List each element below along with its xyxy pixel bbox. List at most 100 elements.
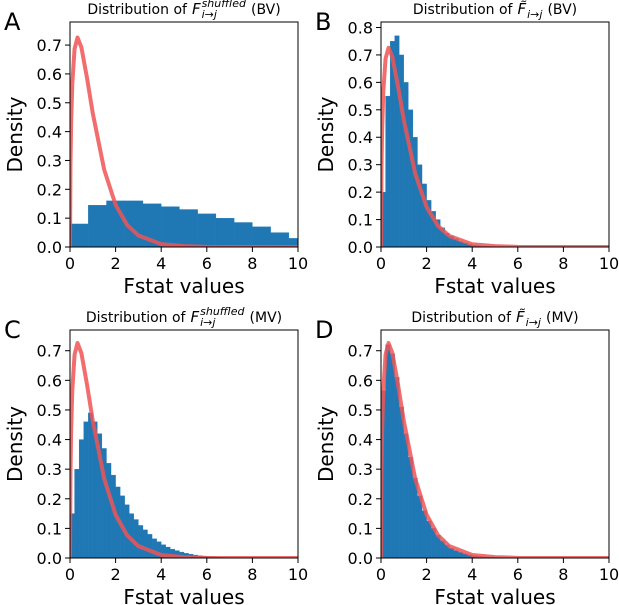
y-tick-label: 0.3 bbox=[348, 460, 373, 479]
y-tick-label: 0.5 bbox=[348, 401, 373, 420]
histogram-bar bbox=[385, 95, 391, 247]
y-tick-label: 0.6 bbox=[37, 371, 62, 390]
y-tick-label: 0.6 bbox=[37, 65, 62, 84]
y-tick-label: 0.2 bbox=[348, 183, 373, 202]
histogram-bar bbox=[88, 205, 107, 247]
panel-label: B bbox=[315, 8, 331, 36]
chart-title: Distribution of F̃ i→j (MV) bbox=[411, 307, 578, 329]
histogram-bar bbox=[234, 222, 253, 247]
plot-area bbox=[381, 341, 609, 558]
histogram-bar bbox=[138, 525, 144, 558]
histogram-bar bbox=[83, 421, 89, 558]
plot-area bbox=[70, 35, 298, 247]
title-text: Distribution of bbox=[413, 2, 514, 18]
title-text: Distribution of bbox=[411, 310, 512, 326]
histogram-bar bbox=[421, 510, 427, 558]
y-tick-label: 0.0 bbox=[37, 238, 62, 257]
panel: 0 2 4 6 8 10 0.0 0.1 0.2 0.3 0.4 0.5 0.6 0.7 Fstat val… bbox=[3, 0, 308, 298]
x-tick-label: 4 bbox=[156, 565, 166, 584]
y-axis-label: Density bbox=[3, 96, 27, 172]
axes-frame bbox=[380, 329, 610, 559]
x-tick-label: 0 bbox=[65, 254, 75, 273]
panel: 0 2 4 6 8 10 0.0 0.1 0.2 0.3 0.4 0.5 0.6 0.7 Fstat val… bbox=[314, 307, 619, 605]
y-tick-label: 0.1 bbox=[348, 211, 373, 230]
y-tick-label: 0.6 bbox=[348, 371, 373, 390]
histogram-bar bbox=[106, 463, 112, 558]
y-axis-label: Density bbox=[314, 406, 338, 482]
histogram-bar bbox=[252, 226, 271, 247]
y-tick-label: 0.2 bbox=[348, 490, 373, 509]
histogram-bar bbox=[179, 209, 198, 247]
x-tick-label: 0 bbox=[65, 565, 75, 584]
x-tick-label: 2 bbox=[422, 254, 432, 273]
y-tick-label: 0.6 bbox=[348, 73, 373, 92]
x-tick-label: 10 bbox=[599, 254, 619, 273]
histogram-bar bbox=[78, 439, 84, 558]
title-superscript: shuffled bbox=[200, 305, 245, 318]
y-tick-label: 0.4 bbox=[37, 431, 62, 450]
panel: 0 2 4 6 8 10 0.0 0.1 0.2 0.3 0.4 0.5 0.6 0.7 Fstat val… bbox=[3, 305, 308, 605]
density-curve bbox=[70, 35, 298, 247]
y-tick-label: 0.0 bbox=[348, 549, 373, 568]
histogram-bar bbox=[142, 529, 148, 558]
x-tick-label: 8 bbox=[558, 254, 568, 273]
y-tick-label: 0.7 bbox=[37, 36, 62, 55]
x-tick-label: 6 bbox=[202, 254, 212, 273]
title-subscript: i→j bbox=[202, 8, 218, 21]
x-tick-label: 2 bbox=[111, 254, 121, 273]
histogram-bar bbox=[288, 238, 298, 247]
x-tick-label: 0 bbox=[376, 565, 386, 584]
histogram-bar bbox=[399, 406, 404, 558]
density-curve bbox=[70, 341, 298, 558]
x-tick-label: 10 bbox=[599, 565, 619, 584]
title-subscript: i→j bbox=[527, 8, 543, 21]
y-axis-label: Density bbox=[314, 96, 338, 172]
y-tick-label: 0.4 bbox=[348, 128, 373, 147]
histogram-bar bbox=[399, 54, 404, 247]
histogram-bar bbox=[408, 109, 414, 247]
title-subscript: i→j bbox=[200, 316, 216, 329]
x-tick-label: 6 bbox=[513, 254, 523, 273]
x-tick-label: 6 bbox=[513, 565, 523, 584]
title-suffix: (MV) bbox=[546, 310, 579, 326]
y-tick-label: 0.0 bbox=[37, 549, 62, 568]
y-tick-label: 0.7 bbox=[348, 342, 373, 361]
x-tick-label: 10 bbox=[288, 565, 308, 584]
y-tick-label: 0.5 bbox=[37, 401, 62, 420]
x-tick-label: 0 bbox=[376, 254, 386, 273]
x-axis-label: Fstat values bbox=[123, 585, 244, 605]
y-tick-label: 0.5 bbox=[37, 94, 62, 113]
histogram-bar bbox=[70, 223, 89, 247]
y-tick-label: 0.1 bbox=[37, 519, 62, 538]
x-axis-label: Fstat values bbox=[434, 274, 555, 298]
y-tick-label: 0.5 bbox=[348, 101, 373, 120]
x-tick-label: 2 bbox=[111, 565, 121, 584]
title-suffix: (BV) bbox=[547, 2, 577, 18]
y-tick-label: 0.1 bbox=[348, 519, 373, 538]
y-axis-label: Density bbox=[3, 406, 27, 482]
axes-frame bbox=[69, 329, 299, 559]
title-symbol: F̃ bbox=[517, 0, 527, 18]
histogram-bar bbox=[385, 344, 391, 558]
density-curve bbox=[381, 341, 609, 558]
chart-title: Distribution of F̃ i→j (BV) bbox=[413, 0, 577, 21]
title-symbol: F̃ bbox=[516, 307, 526, 326]
title-text: Distribution of bbox=[86, 310, 187, 326]
y-tick-label: 0.2 bbox=[37, 180, 62, 199]
panel-label: A bbox=[4, 8, 21, 36]
x-tick-label: 8 bbox=[247, 565, 257, 584]
panel-label: D bbox=[315, 316, 333, 344]
histogram-bar bbox=[133, 519, 139, 558]
y-tick-label: 0.4 bbox=[348, 431, 373, 450]
title-text: Distribution of bbox=[87, 2, 188, 18]
x-axis-label: Fstat values bbox=[434, 585, 555, 605]
histogram-bar bbox=[389, 353, 395, 558]
y-tick-label: 0.3 bbox=[37, 460, 62, 479]
y-tick-label: 0.1 bbox=[37, 209, 62, 228]
histogram-bar bbox=[197, 213, 217, 247]
histogram-bar bbox=[161, 206, 180, 247]
density-curve bbox=[381, 45, 609, 247]
x-axis-label: Fstat values bbox=[123, 274, 244, 298]
histogram-bar bbox=[147, 534, 153, 558]
